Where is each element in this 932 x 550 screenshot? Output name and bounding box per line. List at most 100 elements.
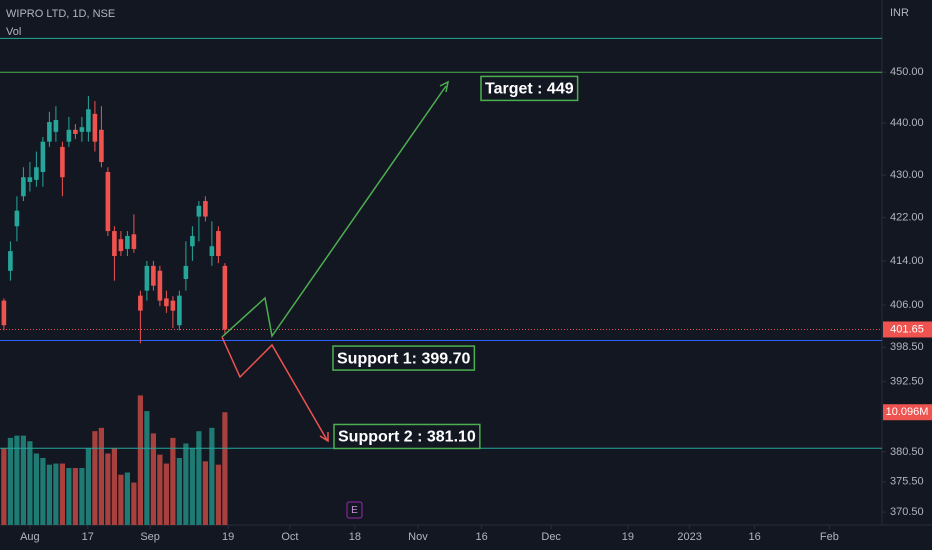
candle-body <box>125 235 130 249</box>
candle-body <box>157 270 163 301</box>
volume-bar <box>176 457 182 525</box>
candle-body <box>170 300 176 311</box>
volume-bar <box>33 453 39 525</box>
volume-bar <box>170 437 176 525</box>
volume-bar <box>53 463 59 525</box>
last-volume-label: 10.096M <box>886 406 929 418</box>
candle-body <box>1 300 7 326</box>
volume-bar <box>124 472 130 525</box>
x-tick-label: Oct <box>281 531 298 543</box>
volume-bar <box>131 482 137 525</box>
x-tick-label: 18 <box>349 531 361 543</box>
x-tick-label: Feb <box>820 531 839 543</box>
candle-body <box>209 246 215 257</box>
volume-bar <box>85 447 91 525</box>
volume-bar <box>202 461 208 525</box>
volume-bar <box>196 431 202 525</box>
x-tick-label: Sep <box>140 531 160 543</box>
candle-body <box>216 231 221 257</box>
volume-bar <box>215 464 221 525</box>
x-tick-label: Dec <box>541 531 561 543</box>
bear-arrowhead <box>319 432 329 443</box>
volume-bar <box>111 447 117 525</box>
candle-body <box>14 210 20 227</box>
volume-bar <box>66 468 72 525</box>
volume-bar <box>7 437 13 525</box>
y-tick-label: 414.00 <box>890 255 924 267</box>
annotation-label: Target : 449 <box>485 81 574 98</box>
y-tick-label: 380.50 <box>890 446 924 458</box>
y-tick-label: 406.00 <box>890 299 924 311</box>
candle-body <box>222 265 228 330</box>
annotation-box <box>332 345 476 371</box>
volume-bar <box>27 441 33 525</box>
candle-body <box>27 177 33 182</box>
y-tick-label: 375.50 <box>890 476 924 488</box>
candle-body <box>196 205 202 217</box>
annotation-label: Support 2 : 381.10 <box>338 429 476 446</box>
volume-title: Vol <box>6 26 21 38</box>
x-tick-label: Aug <box>20 531 40 543</box>
candle-body <box>66 129 72 142</box>
x-tick-label: 19 <box>222 531 234 543</box>
volume-bar <box>105 453 111 525</box>
volume-bar <box>59 463 65 525</box>
volume-bar <box>46 464 52 525</box>
candle-body <box>34 167 39 180</box>
y-tick-label: 398.50 <box>890 341 924 353</box>
candle-body <box>8 251 13 271</box>
annotation-box <box>333 423 481 450</box>
volume-bar <box>1 447 7 525</box>
x-tick-label: 16 <box>748 531 760 543</box>
volume-bar <box>144 411 150 525</box>
candle-body <box>177 295 182 326</box>
candle-body <box>79 127 85 132</box>
chart-title: WIPRO LTD, 1D, NSE <box>6 8 115 20</box>
volume-bar <box>14 435 20 525</box>
last-price-label: 401.65 <box>890 323 924 335</box>
x-tick-label: 2023 <box>677 531 701 543</box>
last-volume-badge <box>883 404 932 421</box>
candle-body <box>183 265 189 280</box>
annotation-box <box>480 75 579 102</box>
volume-bar <box>189 447 195 525</box>
candle-body <box>164 298 169 307</box>
x-tick-label: 17 <box>82 531 94 543</box>
volume-bar <box>183 443 189 525</box>
candle-body <box>118 239 124 252</box>
bear-path <box>221 336 328 441</box>
currency: INR <box>890 7 909 19</box>
volume-bar <box>209 427 215 525</box>
candle-body <box>131 234 137 249</box>
candle-body <box>92 113 98 142</box>
earnings-box <box>346 501 363 519</box>
y-tick-label: 370.50 <box>890 506 924 518</box>
candle-body <box>53 120 59 132</box>
volume-bar <box>163 463 169 525</box>
candle-body <box>47 122 52 142</box>
y-tick-label: 392.50 <box>890 376 924 388</box>
candle-body <box>151 265 156 286</box>
bull-arrowhead <box>439 80 450 93</box>
candle-body <box>144 265 150 291</box>
marks: 450.00 440.00 430.00 422.00 414.00 406.00 398.… <box>0 37 932 543</box>
volume-bar <box>157 454 163 525</box>
y-tick-label: 422.00 <box>890 212 924 224</box>
volume-bar <box>150 433 156 525</box>
volume-bar <box>222 412 228 525</box>
volume-bar <box>137 395 143 525</box>
x-tick-label: Nov <box>408 531 428 543</box>
x-tick-label: 19 <box>622 531 634 543</box>
volume-bar <box>72 468 78 525</box>
candle-body <box>138 295 143 311</box>
bull-path <box>221 85 447 338</box>
volume-bar <box>118 474 124 525</box>
y-tick-label: 450.00 <box>890 66 924 78</box>
candle-body <box>40 141 46 172</box>
volume-bar <box>40 457 46 525</box>
annotation-label: Support 1: 399.70 <box>337 350 470 367</box>
candle-body <box>73 129 78 134</box>
last-price-badge <box>883 321 932 338</box>
y-tick-label: 430.00 <box>890 169 924 181</box>
volume-bar <box>98 427 104 525</box>
